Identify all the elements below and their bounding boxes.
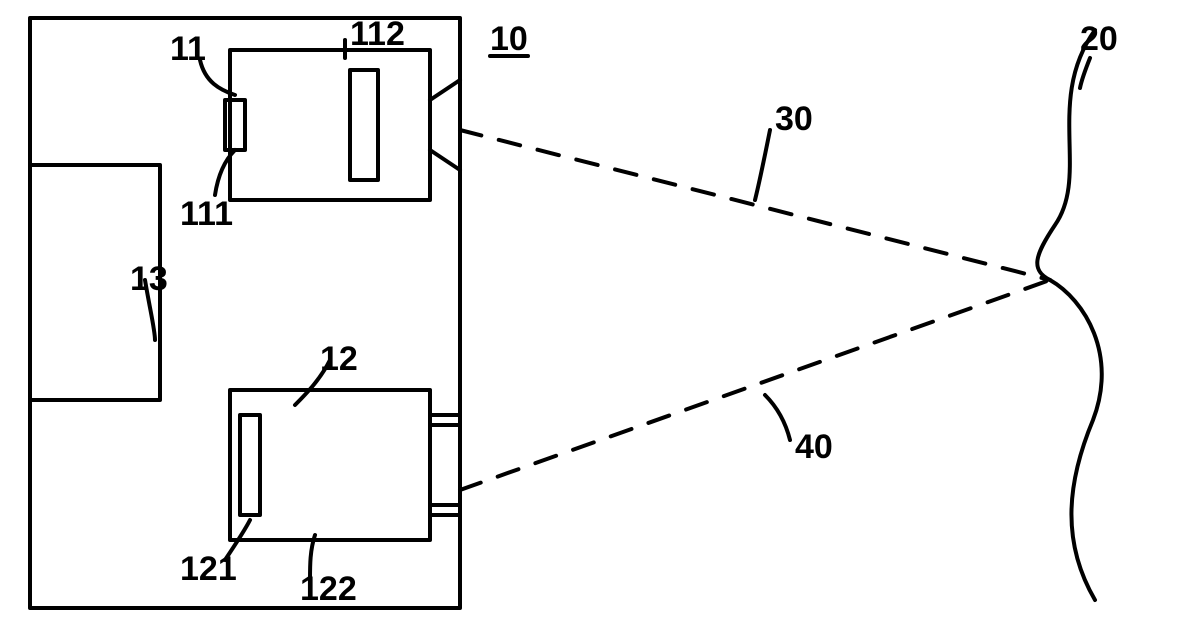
label-n12: 12 [320, 340, 358, 378]
upper-wedge-top [430, 80, 460, 100]
target-surface [1037, 30, 1101, 600]
upper-vertical-element [350, 70, 378, 180]
lower-left-strip [240, 415, 260, 515]
upper-wedge-bottom [430, 150, 460, 170]
lower-right-port-bottom [430, 505, 460, 515]
label-n11: 11 [170, 30, 206, 68]
beam-receive [460, 280, 1050, 490]
leader-l20 [1080, 58, 1090, 88]
lower-right-port-top [430, 415, 460, 425]
upper-module [230, 50, 430, 200]
label-n111: 111 [180, 195, 233, 233]
label-n20: 20 [1080, 20, 1118, 58]
label-n112: 112 [350, 15, 405, 53]
beam-emit [460, 130, 1050, 280]
leader-l40 [765, 395, 790, 440]
label-n13: 13 [130, 260, 168, 298]
leader-l30 [755, 130, 770, 200]
label-n122: 122 [300, 570, 357, 608]
label-n40: 40 [795, 428, 833, 466]
label-n121: 121 [180, 550, 237, 588]
label-n10: 10 [490, 20, 528, 58]
label-n30: 30 [775, 100, 813, 138]
